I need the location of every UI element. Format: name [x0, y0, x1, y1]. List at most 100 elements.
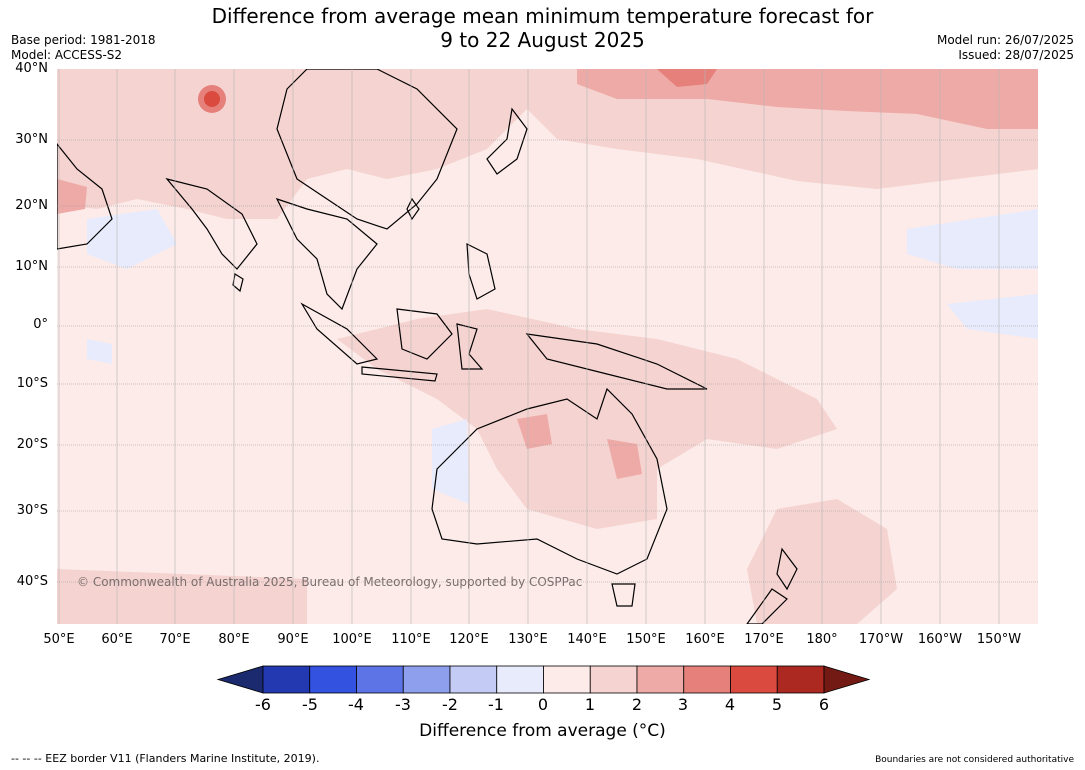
- title-line-2: 9 to 22 August 2025: [440, 28, 645, 52]
- colorbar-tick: -1: [488, 695, 504, 714]
- coastline-sri-lanka: [232, 273, 244, 293]
- colorbar-segment: [496, 665, 544, 694]
- colorbar-tick: 1: [584, 695, 596, 714]
- coastline-australia: [431, 387, 668, 575]
- colorbar-tick: 5: [771, 695, 783, 714]
- colorbar-tick: -6: [255, 695, 271, 714]
- colorbar-segment: [356, 665, 404, 694]
- anomaly-region-india: [192, 149, 272, 219]
- coastline-philippines: [466, 242, 496, 300]
- lon-label-70e: 70°E: [159, 632, 191, 647]
- title-line-1: Difference from average mean minimum tem…: [211, 4, 874, 28]
- colorbar-segment: [262, 665, 311, 694]
- lat-label-20s: 20°S: [16, 437, 48, 452]
- lat-label-40n: 40°N: [15, 61, 48, 76]
- colorbar-tick: 0: [537, 695, 549, 714]
- colorbar-extend-low: [216, 665, 264, 694]
- coastline-taiwan: [406, 197, 420, 221]
- colorbar-segments: [216, 665, 871, 694]
- colorbar-segment: [543, 665, 591, 694]
- lon-label-50e: 50°E: [43, 632, 75, 647]
- map-area: [57, 69, 1038, 624]
- lat-label-30n: 30°N: [15, 132, 48, 147]
- coastline-japan: [486, 107, 528, 175]
- coastline-arabia: [57, 143, 113, 250]
- lat-label-20n: 20°N: [15, 198, 48, 213]
- anomaly-region-cold-pacific-east: [907, 209, 1038, 269]
- anomaly-region-queensland-warm: [607, 439, 642, 479]
- map-svg: [57, 69, 1038, 624]
- issued-date: Issued: 28/07/2025: [958, 48, 1074, 62]
- lon-label-100e: 100°E: [332, 632, 372, 647]
- colorbar-tick: 6: [818, 695, 830, 714]
- model-run: Model run: 26/07/2025: [936, 33, 1074, 47]
- map-title: Difference from average mean minimum tem…: [0, 4, 1085, 52]
- lon-label-60e: 60°E: [101, 632, 133, 647]
- anomaly-hotspot-kashmir-core: [204, 91, 220, 107]
- coastline-sulawesi: [456, 323, 484, 370]
- colorbar-tick: 2: [631, 695, 643, 714]
- model-name: Model: ACCESS-S2: [11, 48, 123, 62]
- anomaly-region-cold-indian-ocean: [87, 339, 112, 364]
- lon-label-160w: 160°W: [917, 632, 963, 647]
- lat-label-10s: 10°S: [16, 376, 48, 391]
- anomaly-region-arabia: [57, 179, 87, 214]
- colorbar-segment: [402, 665, 451, 694]
- coastline-new-zealand-south: [746, 588, 788, 624]
- lon-label-130e: 130°E: [508, 632, 548, 647]
- coastlines: [57, 69, 798, 624]
- colorbar-segment: [683, 665, 731, 694]
- coastline-indochina: [275, 197, 378, 311]
- colorbar-segment: [730, 665, 778, 694]
- coastline-new-zealand-north: [776, 547, 798, 591]
- eez-border-legend: -- -- -- EEZ border V11 (Flanders Marine…: [11, 752, 320, 765]
- base-period: Base period: 1981-2018: [11, 33, 156, 47]
- meta-right: Model run: 26/07/2025 Issued: 28/07/2025: [937, 33, 1074, 63]
- coastline-tasmania: [611, 583, 636, 607]
- anomaly-region-australia-warm: [517, 414, 552, 449]
- colorbar-extend-high: [823, 665, 871, 694]
- graticule-longitude: [58, 69, 1000, 624]
- colorbar-label: Difference from average (°C): [419, 721, 666, 741]
- colorbar-segment: [776, 665, 825, 694]
- colorbar-tick: -3: [395, 695, 411, 714]
- meta-left: Base period: 1981-2018 Model: ACCESS-S2: [11, 33, 156, 63]
- boundaries-disclaimer: Boundaries are not considered authoritat…: [875, 755, 1074, 765]
- anomaly-region-asia: [57, 69, 527, 219]
- lat-label-30s: 30°S: [16, 503, 48, 518]
- lon-label-150w: 150°W: [976, 632, 1022, 647]
- coastline-india: [165, 177, 258, 270]
- coastline-borneo: [396, 308, 453, 360]
- lon-label-110e: 110°E: [391, 632, 431, 647]
- colorbar-tick: 3: [677, 695, 689, 714]
- colorbar: [216, 665, 871, 694]
- colorbar-tick: -2: [442, 695, 458, 714]
- colorbar-tick: 4: [724, 695, 736, 714]
- copyright-notice: © Commonwealth of Australia 2025, Bureau…: [77, 575, 583, 589]
- lon-label-120e: 120°E: [449, 632, 489, 647]
- lon-label-90e: 90°E: [277, 632, 309, 647]
- anomaly-region-hot-spot-pacific: [657, 69, 717, 87]
- lon-label-170e: 170°E: [744, 632, 784, 647]
- colorbar-segment: [309, 665, 357, 694]
- graticule-latitude: [57, 139, 1038, 583]
- colorbar-tick: -4: [348, 695, 364, 714]
- lon-label-80e: 80°E: [218, 632, 250, 647]
- coastline-sumatra: [300, 302, 379, 365]
- lat-label-40s: 40°S: [16, 574, 48, 589]
- lon-label-160e: 160°E: [685, 632, 725, 647]
- anomaly-region-cold-wa-coast: [432, 419, 469, 504]
- lon-label-180: 180°: [806, 632, 838, 647]
- anomaly-region-cold-equatorial: [947, 294, 1038, 339]
- coastline-java: [361, 366, 438, 382]
- colorbar-segment: [636, 665, 685, 694]
- lat-label-10n: 10°N: [15, 259, 48, 274]
- lon-label-170w: 170°W: [858, 632, 904, 647]
- colorbar-tick: -5: [302, 695, 318, 714]
- colorbar-segment: [589, 665, 638, 694]
- coastline-new-guinea: [525, 333, 708, 390]
- coastline-china-coast: [276, 69, 458, 230]
- anomaly-region-cold-arabian-sea: [87, 209, 177, 269]
- lon-label-150e: 150°E: [626, 632, 666, 647]
- anomaly-region-southern-ocean: [57, 569, 307, 624]
